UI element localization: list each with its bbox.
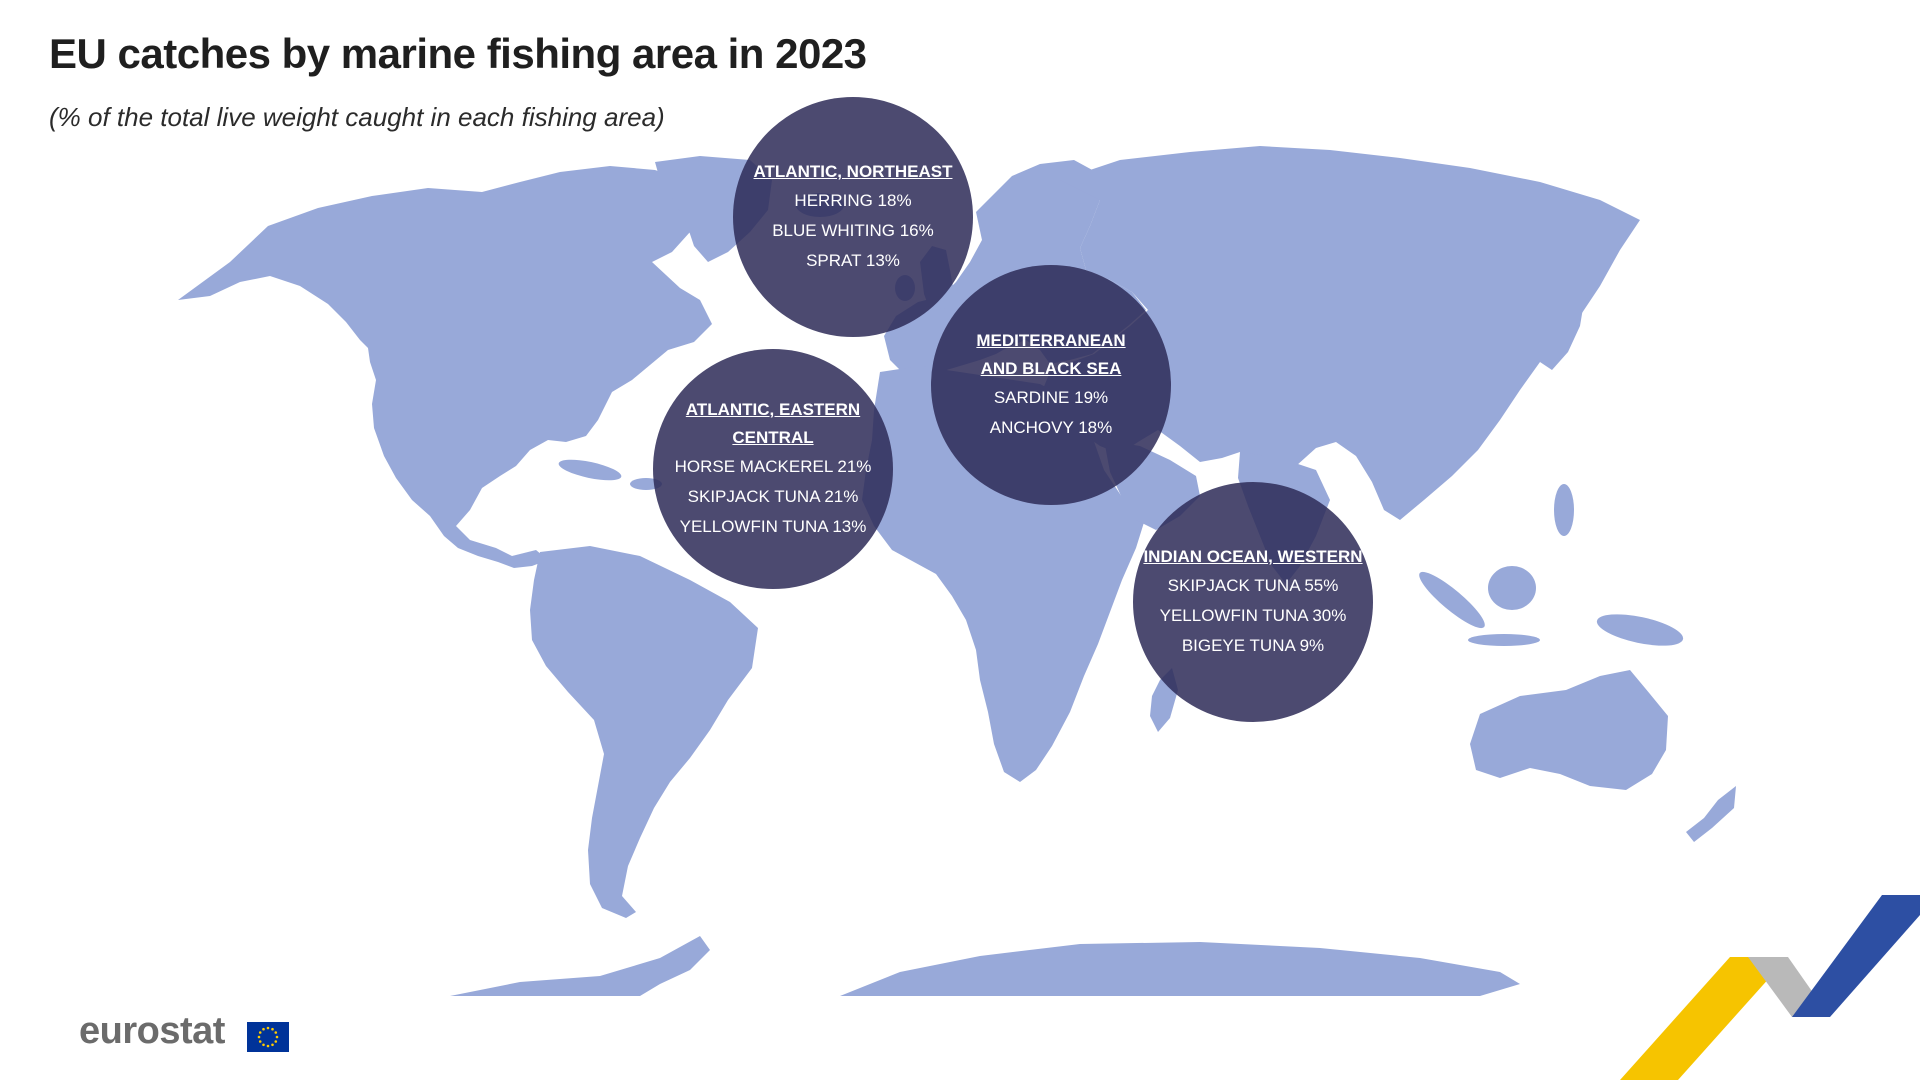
species-item: SKIPJACK TUNA 55% <box>1167 576 1339 595</box>
eu-flag-icon <box>247 1022 289 1052</box>
species-item: HERRING 18% <box>794 191 912 210</box>
asia-land <box>1040 146 1640 520</box>
area-name: MEDITERRANEAN AND BLACK SEA <box>976 331 1126 378</box>
flag-star <box>274 1040 278 1043</box>
japan-land <box>1540 292 1584 370</box>
area-bubble-atlantic-northeast: ATLANTIC, NORTHEAST HERRING 18% BLUE WHI… <box>733 97 973 337</box>
species-item: BIGEYE TUNA 9% <box>1181 636 1325 655</box>
antarctica-land <box>450 936 710 996</box>
flag-star <box>266 1026 270 1030</box>
new-zealand-land <box>1686 786 1736 842</box>
area-name: ATLANTIC, NORTHEAST <box>753 162 953 181</box>
cuba-land <box>558 459 622 481</box>
species-item: BLUE WHITING 16% <box>772 221 934 240</box>
flag-star <box>258 1040 262 1043</box>
flag-star <box>266 1044 270 1048</box>
area-bubble-mediterranean-black-sea: MEDITERRANEAN AND BLACK SEA SARDINE 19% … <box>931 265 1171 505</box>
flag-star <box>271 1027 274 1031</box>
species-item: SKIPJACK TUNA 21% <box>687 487 859 506</box>
south-america-land <box>530 546 758 918</box>
sumatra-land <box>1419 571 1485 629</box>
flag-star <box>257 1035 261 1039</box>
species-item: SPRAT 13% <box>806 251 900 270</box>
species-item: YELLOWFIN TUNA 13% <box>679 517 867 536</box>
species-item: SARDINE 19% <box>993 388 1109 407</box>
flag-star <box>271 1043 274 1047</box>
area-bubble-atlantic-eastern-central: ATLANTIC, EASTERN CENTRAL HORSE MACKEREL… <box>653 349 893 589</box>
flag-star <box>275 1035 279 1039</box>
eurostat-logo: eurostat <box>79 1010 225 1052</box>
north-america-land <box>178 166 712 568</box>
area-name: ATLANTIC, EASTERN CENTRAL <box>685 400 861 447</box>
flag-star <box>274 1031 278 1034</box>
borneo-land <box>1488 566 1536 610</box>
java-land <box>1468 634 1540 646</box>
species-item: YELLOWFIN TUNA 30% <box>1159 606 1347 625</box>
page-subtitle: (% of the total live weight caught in ea… <box>49 102 665 132</box>
species-item: ANCHOVY 18% <box>989 418 1113 437</box>
flag-star <box>262 1043 265 1047</box>
australia-land <box>1470 670 1668 790</box>
new-guinea-land <box>1596 614 1684 646</box>
antarctica-main-land <box>840 942 1520 996</box>
page-title: EU catches by marine fishing area in 202… <box>49 30 867 77</box>
area-bubble-indian-ocean-western: INDIAN OCEAN, WESTERN SKIPJACK TUNA 55% … <box>1133 482 1373 722</box>
species-item: HORSE MACKEREL 21% <box>674 457 872 476</box>
flag-star <box>262 1027 265 1031</box>
flag-star <box>258 1031 262 1034</box>
area-name: INDIAN OCEAN, WESTERN <box>1143 547 1363 566</box>
eurostat-corner-chevron-icon <box>1620 895 1920 1080</box>
philippines-land <box>1554 484 1574 536</box>
